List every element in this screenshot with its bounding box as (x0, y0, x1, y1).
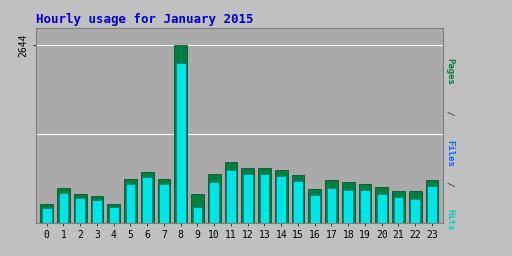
Bar (225, 162, 238, 223)
Bar (358, 184, 371, 223)
Bar (427, 186, 437, 223)
Bar (377, 194, 387, 223)
Bar (327, 188, 336, 223)
Bar (191, 194, 204, 223)
Bar (308, 189, 321, 223)
Text: Hourly usage for January 2015: Hourly usage for January 2015 (36, 13, 253, 26)
Bar (209, 182, 219, 223)
Bar (58, 193, 69, 223)
Bar (176, 63, 186, 223)
Bar (342, 183, 355, 223)
Bar (91, 196, 103, 223)
Bar (208, 174, 221, 223)
Bar (109, 207, 119, 223)
Bar (392, 190, 405, 223)
Bar (141, 172, 154, 223)
Bar (258, 168, 271, 223)
Text: Hits: Hits (445, 209, 454, 231)
Bar (159, 184, 169, 223)
Text: Files: Files (445, 140, 454, 167)
Bar (310, 195, 319, 223)
Bar (75, 198, 85, 223)
Bar (360, 190, 370, 223)
Bar (142, 177, 152, 223)
Bar (260, 174, 269, 223)
Bar (125, 185, 136, 223)
Bar (124, 179, 137, 223)
Bar (409, 190, 421, 223)
Bar (92, 200, 102, 223)
Bar (241, 168, 254, 223)
Bar (375, 187, 388, 223)
Bar (325, 180, 338, 223)
Text: Pages: Pages (445, 58, 454, 85)
Bar (74, 194, 87, 223)
Bar (276, 176, 286, 223)
Bar (275, 170, 288, 223)
Bar (292, 175, 304, 223)
Text: /: / (445, 176, 454, 192)
Bar (243, 174, 253, 223)
Bar (193, 207, 202, 223)
Bar (394, 197, 403, 223)
Bar (226, 170, 236, 223)
Bar (108, 204, 120, 223)
Bar (175, 45, 187, 223)
Bar (425, 180, 438, 223)
Bar (293, 181, 303, 223)
Bar (40, 204, 53, 223)
Bar (57, 188, 70, 223)
Text: /: / (445, 105, 454, 121)
Bar (343, 190, 353, 223)
Bar (410, 199, 420, 223)
Bar (158, 179, 170, 223)
Bar (42, 208, 52, 223)
